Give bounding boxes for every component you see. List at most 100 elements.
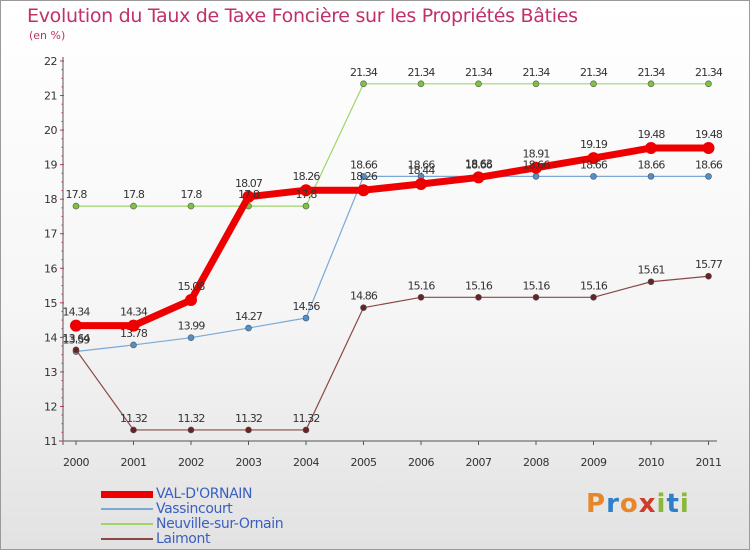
logo-letter: o xyxy=(619,489,639,519)
data-point-laimont xyxy=(302,426,310,434)
data-point-neuville-sur-ornain xyxy=(72,202,80,210)
data-label-laimont: 15.77 xyxy=(695,258,723,271)
data-label-vassincourt: 14.56 xyxy=(293,300,321,313)
data-label-neuville-sur-ornain: 21.34 xyxy=(350,66,378,79)
y-tick-label: 21 xyxy=(44,90,57,103)
data-label-laimont: 11.32 xyxy=(235,412,262,425)
axes: 11 12 13 14 15 16 17 18 19 20 21 22 2000 2001 2002 2003… xyxy=(44,55,722,469)
x-tick-label: 2003 xyxy=(236,456,262,469)
y-tick-label: 14 xyxy=(44,331,57,344)
x-tick-label: 2010 xyxy=(638,456,664,469)
data-label-laimont: 11.32 xyxy=(120,412,147,425)
data-point-neuville-sur-ornain xyxy=(187,202,195,210)
logo-letter: r xyxy=(606,489,620,519)
y-tick-label: 15 xyxy=(44,297,57,310)
data-point-neuville-sur-ornain xyxy=(417,80,425,88)
legend-label: VAL-D'ORNAIN xyxy=(156,486,253,502)
data-point-neuville-sur-ornain xyxy=(130,202,137,210)
series-line-val-d-ornain xyxy=(72,144,712,330)
data-label-laimont: 13.64 xyxy=(63,332,91,345)
logo-letter: i xyxy=(656,489,667,519)
data-label-val-d-ornain: 15.08 xyxy=(178,280,206,293)
x-tick-label: 2002 xyxy=(178,456,204,469)
y-tick-label: 17 xyxy=(44,228,57,241)
legend-label: Laimont xyxy=(156,531,211,547)
data-label-val-d-ornain: 18.63 xyxy=(465,157,493,170)
data-point-neuville-sur-ornain xyxy=(475,80,482,88)
data-label-neuville-sur-ornain: 17.8 xyxy=(66,188,88,201)
data-label-val-d-ornain: 18.91 xyxy=(523,148,550,161)
legend-swatch xyxy=(101,490,153,498)
data-label-val-d-ornain: 19.48 xyxy=(695,128,723,141)
data-point-laimont xyxy=(417,293,425,301)
data-label-neuville-sur-ornain: 21.34 xyxy=(523,66,551,79)
data-point-val-d-ornain xyxy=(645,142,657,155)
data-label-laimont: 15.61 xyxy=(638,264,665,277)
data-label-laimont: 11.32 xyxy=(293,412,320,425)
data-point-laimont xyxy=(360,304,367,311)
x-tick-label: 2006 xyxy=(408,456,434,469)
data-label-neuville-sur-ornain: 17.8 xyxy=(181,188,203,201)
data-point-val-d-ornain xyxy=(530,161,542,174)
legend-swatch xyxy=(101,538,153,540)
data-label-val-d-ornain: 19.19 xyxy=(580,138,608,151)
data-point-laimont xyxy=(187,426,195,434)
x-tick-label: 2001 xyxy=(121,456,147,469)
series-line-neuville-sur-ornain xyxy=(75,83,710,207)
data-label-neuville-sur-ornain: 17.8 xyxy=(238,188,260,201)
data-point-vassincourt xyxy=(187,334,195,342)
data-point-val-d-ornain xyxy=(415,177,427,190)
data-label-neuville-sur-ornain: 21.34 xyxy=(695,66,723,79)
x-tick-label: 2009 xyxy=(581,456,607,469)
data-point-vassincourt xyxy=(360,173,367,180)
data-label-val-d-ornain: 18.07 xyxy=(235,177,263,190)
data-label-neuville-sur-ornain: 21.34 xyxy=(638,66,666,79)
data-label-vassincourt: 18.66 xyxy=(408,158,436,171)
data-label-laimont: 15.16 xyxy=(580,279,608,292)
data-point-val-d-ornain xyxy=(357,184,370,197)
data-label-laimont: 15.16 xyxy=(523,279,551,292)
data-label-val-d-ornain: 19.48 xyxy=(638,128,666,141)
data-label-vassincourt: 13.59 xyxy=(63,334,91,347)
data-point-vassincourt xyxy=(302,314,310,322)
data-label-laimont: 15.16 xyxy=(408,279,436,292)
data-point-vassincourt xyxy=(705,173,712,180)
y-tick-label: 18 xyxy=(44,193,57,206)
data-point-val-d-ornain xyxy=(702,142,715,155)
legend-swatch xyxy=(101,523,153,525)
y-tick-label: 11 xyxy=(44,435,57,448)
y-tick-label: 16 xyxy=(44,262,57,275)
data-point-laimont xyxy=(590,293,597,301)
data-point-val-d-ornain xyxy=(472,171,485,184)
unit-label: (en %) xyxy=(29,29,66,42)
data-label-neuville-sur-ornain: 17.8 xyxy=(296,188,318,201)
legend-swatch xyxy=(101,508,153,510)
data-label-vassincourt: 18.66 xyxy=(523,158,551,171)
data-label-vassincourt: 18.66 xyxy=(695,158,723,171)
data-label-val-d-ornain: 18.26 xyxy=(293,170,321,183)
data-point-laimont xyxy=(72,346,80,354)
data-point-laimont xyxy=(475,293,482,301)
data-point-val-d-ornain xyxy=(242,190,255,203)
data-point-vassincourt xyxy=(245,324,252,332)
data-label-vassincourt: 18.66 xyxy=(580,158,608,171)
series-lines xyxy=(70,80,715,434)
data-point-vassincourt xyxy=(130,341,137,349)
data-label-neuville-sur-ornain: 21.34 xyxy=(408,66,436,79)
data-label-laimont: 11.32 xyxy=(178,412,205,425)
x-tick-label: 2007 xyxy=(466,456,492,469)
data-point-val-d-ornain xyxy=(300,184,312,197)
data-point-laimont xyxy=(245,426,252,434)
data-label-vassincourt: 18.66 xyxy=(638,158,666,171)
x-tick-label: 2000 xyxy=(63,456,89,469)
logo-letter: t xyxy=(666,489,680,519)
data-point-val-d-ornain xyxy=(127,319,140,332)
y-tick-label: 20 xyxy=(44,124,57,137)
data-point-neuville-sur-ornain xyxy=(590,80,597,88)
data-label-val-d-ornain: 14.34 xyxy=(120,306,148,319)
data-point-neuville-sur-ornain xyxy=(647,80,655,88)
chart-title: Evolution du Taux de Taxe Foncière sur l… xyxy=(27,5,578,27)
data-point-neuville-sur-ornain xyxy=(360,80,367,88)
data-point-neuville-sur-ornain xyxy=(705,80,712,88)
